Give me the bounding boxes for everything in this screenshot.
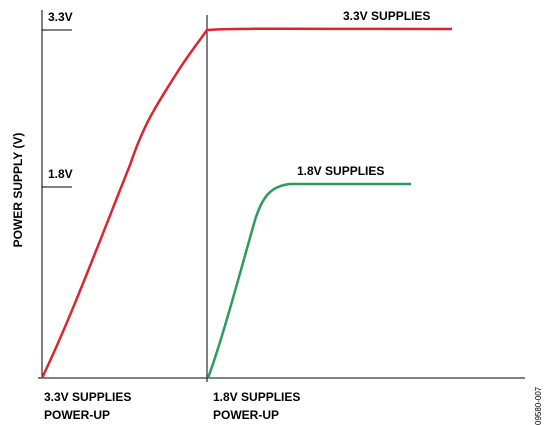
level-label: 3.3V: [48, 10, 73, 24]
curve-label: 3.3V SUPPLIES: [343, 9, 430, 23]
level-label: 1.8V: [48, 167, 73, 181]
axes: [38, 10, 525, 382]
supply-curve: [40, 27, 453, 379]
event-label: 1.8V SUPPLIES: [213, 390, 300, 404]
event-label: POWER-UP: [213, 408, 279, 422]
curve-label: 1.8V SUPPLIES: [297, 164, 384, 178]
event-label: 3.3V SUPPLIES: [44, 390, 131, 404]
figure-code: 09580-007: [534, 386, 543, 425]
supply-curve: [206, 182, 411, 379]
axis-title: POWER SUPPLY (V): [11, 133, 25, 248]
event-label: POWER-UP: [44, 408, 110, 422]
